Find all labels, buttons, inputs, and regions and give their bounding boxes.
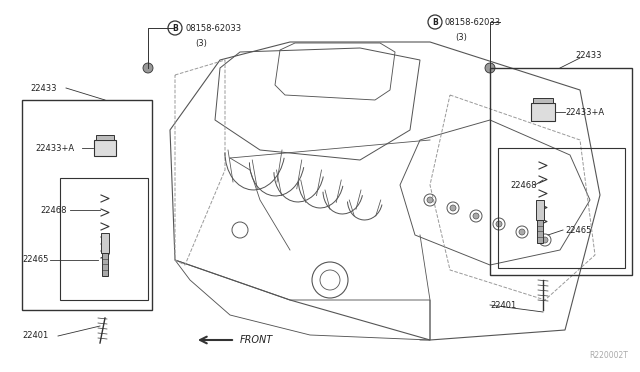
Circle shape <box>542 237 548 243</box>
Bar <box>60 178 148 300</box>
Bar <box>536 200 544 220</box>
Bar <box>94 140 116 156</box>
Text: 22401: 22401 <box>490 301 516 310</box>
Circle shape <box>485 63 495 73</box>
Text: 22468: 22468 <box>510 180 536 189</box>
Text: 22433: 22433 <box>575 51 602 60</box>
Bar <box>533 98 553 103</box>
Circle shape <box>427 197 433 203</box>
Bar <box>531 103 555 121</box>
Bar <box>101 233 109 253</box>
Text: FRONT: FRONT <box>240 335 273 345</box>
Circle shape <box>450 205 456 211</box>
Bar <box>490 68 632 275</box>
Circle shape <box>519 229 525 235</box>
Text: 22468: 22468 <box>40 205 67 215</box>
Bar <box>498 148 625 268</box>
Bar <box>537 220 543 243</box>
Text: 22401: 22401 <box>22 331 48 340</box>
Bar <box>96 135 114 140</box>
Text: 22433+A: 22433+A <box>565 108 604 116</box>
Bar <box>22 100 152 310</box>
Text: B: B <box>432 17 438 26</box>
Text: (3): (3) <box>195 38 207 48</box>
Text: 22433: 22433 <box>30 83 56 93</box>
Text: 22433+A: 22433+A <box>35 144 74 153</box>
Text: 08158-62033: 08158-62033 <box>185 23 241 32</box>
Text: B: B <box>172 23 178 32</box>
Circle shape <box>496 221 502 227</box>
Circle shape <box>473 213 479 219</box>
Circle shape <box>143 63 153 73</box>
Text: 08158-62033: 08158-62033 <box>445 17 501 26</box>
Bar <box>102 253 108 276</box>
Text: 22465: 22465 <box>22 256 49 264</box>
Text: R220002T: R220002T <box>589 351 628 360</box>
Text: 22465: 22465 <box>565 225 591 234</box>
Text: (3): (3) <box>455 32 467 42</box>
